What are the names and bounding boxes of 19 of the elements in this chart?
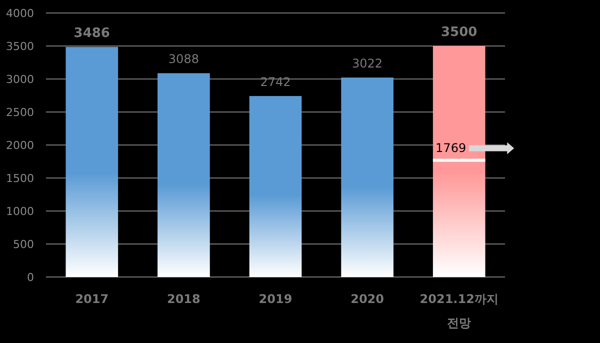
y-tick-label: 3000	[6, 73, 34, 86]
y-tick-label: 4000	[6, 7, 34, 20]
x-tick-label: 2020	[350, 292, 384, 306]
x-tick-label: 2021.12까지 전망	[420, 292, 498, 330]
y-tick-label: 0	[27, 271, 34, 284]
y-tick-label: 2000	[6, 139, 34, 152]
y-tick-label: 500	[13, 238, 34, 251]
x-tick-label: 2017	[75, 292, 109, 306]
y-tick-label: 2500	[6, 106, 34, 119]
y-tick-label: 1500	[6, 172, 34, 185]
x-tick-label: 2018	[166, 292, 200, 306]
x-tick-label: 2019	[258, 292, 292, 306]
data-label: 3088	[168, 52, 199, 66]
data-label: 3022	[352, 56, 383, 71]
data-label: 3500	[441, 25, 478, 40]
y-tick-label: 3500	[6, 40, 34, 53]
ref-line-label: 1769	[436, 141, 466, 156]
data-label: 3486	[74, 26, 110, 41]
y-tick-label: 1000	[6, 205, 34, 218]
